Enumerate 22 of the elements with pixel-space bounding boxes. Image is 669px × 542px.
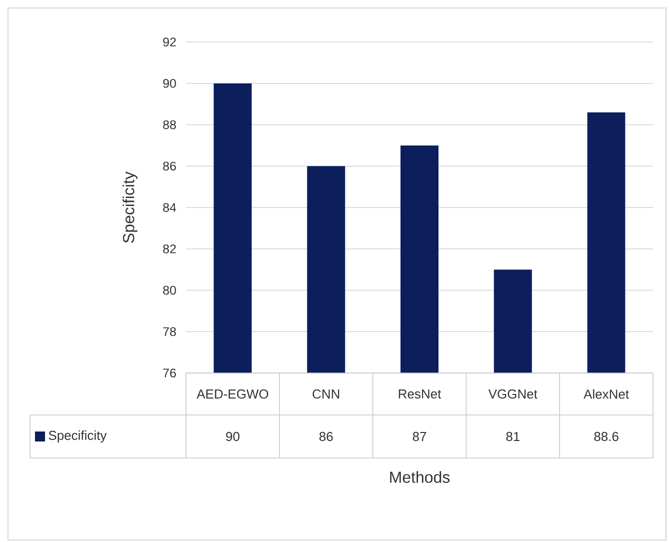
y-tick-label: 84 xyxy=(163,203,176,212)
x-axis-title: Methods xyxy=(390,471,450,483)
y-tick-label: 78 xyxy=(163,327,176,336)
data-label: 87 xyxy=(412,432,426,442)
y-tick-label: 86 xyxy=(163,162,176,171)
x-tick-label: CNN xyxy=(312,389,340,399)
y-tick-label: 92 xyxy=(163,38,176,46)
y-tick-label: 90 xyxy=(163,78,176,88)
legend-label: Specificity xyxy=(48,430,107,443)
data-label: 86 xyxy=(319,432,333,442)
x-tick-label: VGGNet xyxy=(488,389,538,399)
data-label: 81 xyxy=(506,432,520,442)
x-tick-label: AlexNet xyxy=(584,389,629,399)
y-axis-title: Specificity xyxy=(122,172,138,243)
data-label: 90 xyxy=(226,432,240,442)
y-tick-label: 82 xyxy=(163,244,176,254)
y-tick-label: 88 xyxy=(163,120,176,130)
x-tick-label: ResNet xyxy=(398,389,442,399)
y-tick-label: 80 xyxy=(163,286,176,295)
data-label: 88.6 xyxy=(594,432,618,442)
x-tick-label: AED-EGWO xyxy=(196,389,268,399)
y-tick-label: 76 xyxy=(163,368,176,378)
